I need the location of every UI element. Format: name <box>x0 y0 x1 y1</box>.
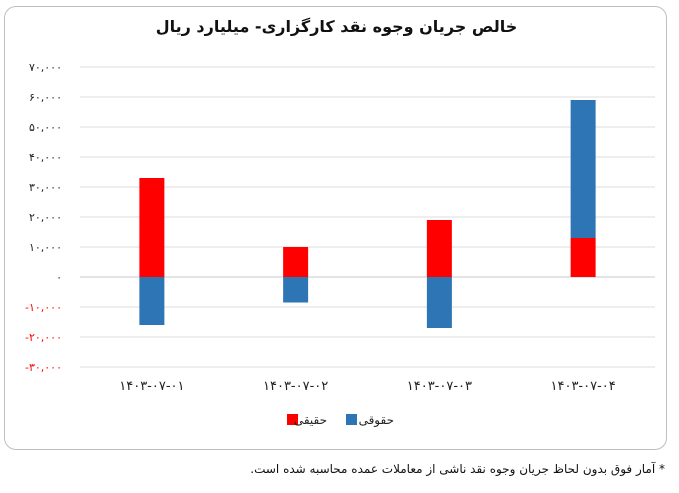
bar <box>139 277 165 325</box>
bar <box>570 100 596 238</box>
legend-label: حقیقی <box>294 413 327 427</box>
chart-frame: خالص جریان وجوه نقد کارگزاری- میلیارد ری… <box>4 6 667 450</box>
bar <box>426 220 452 277</box>
y-tick-label: -۳۰,۰۰۰ <box>25 361 62 374</box>
y-tick-label: ۵۰,۰۰۰ <box>29 121 62 134</box>
y-tick-label: -۲۰,۰۰۰ <box>25 331 62 344</box>
x-tick-label: ۱۴۰۳-۰۷-۰۴ <box>551 379 616 394</box>
x-tick-label: ۱۴۰۳-۰۷-۰۲ <box>263 379 328 394</box>
chart-title: خالص جریان وجوه نقد کارگزاری- میلیارد ری… <box>155 17 518 36</box>
y-tick-label: -۱۰,۰۰۰ <box>25 301 62 314</box>
legend-swatch <box>346 414 357 425</box>
bar <box>570 238 596 277</box>
bar <box>283 277 309 303</box>
x-tick-label: ۱۴۰۳-۰۷-۰۳ <box>407 379 472 394</box>
y-tick-label: ۰ <box>56 271 62 284</box>
y-tick-label: ۱۰,۰۰۰ <box>29 241 62 254</box>
legend-swatch <box>287 414 298 425</box>
y-tick-label: ۴۰,۰۰۰ <box>29 151 62 164</box>
bar <box>283 247 309 277</box>
bar <box>426 277 452 328</box>
x-tick-label: ۱۴۰۳-۰۷-۰۱ <box>119 379 184 394</box>
y-tick-label: ۷۰,۰۰۰ <box>29 61 62 74</box>
bar <box>139 178 165 277</box>
y-tick-label: ۳۰,۰۰۰ <box>29 181 62 194</box>
footnote: * آمار فوق بدون لحاظ جریان وجوه نقد ناشی… <box>250 462 665 476</box>
y-tick-label: ۲۰,۰۰۰ <box>29 211 62 224</box>
y-tick-label: ۶۰,۰۰۰ <box>29 91 62 104</box>
legend-label: حقوقی <box>359 413 394 428</box>
